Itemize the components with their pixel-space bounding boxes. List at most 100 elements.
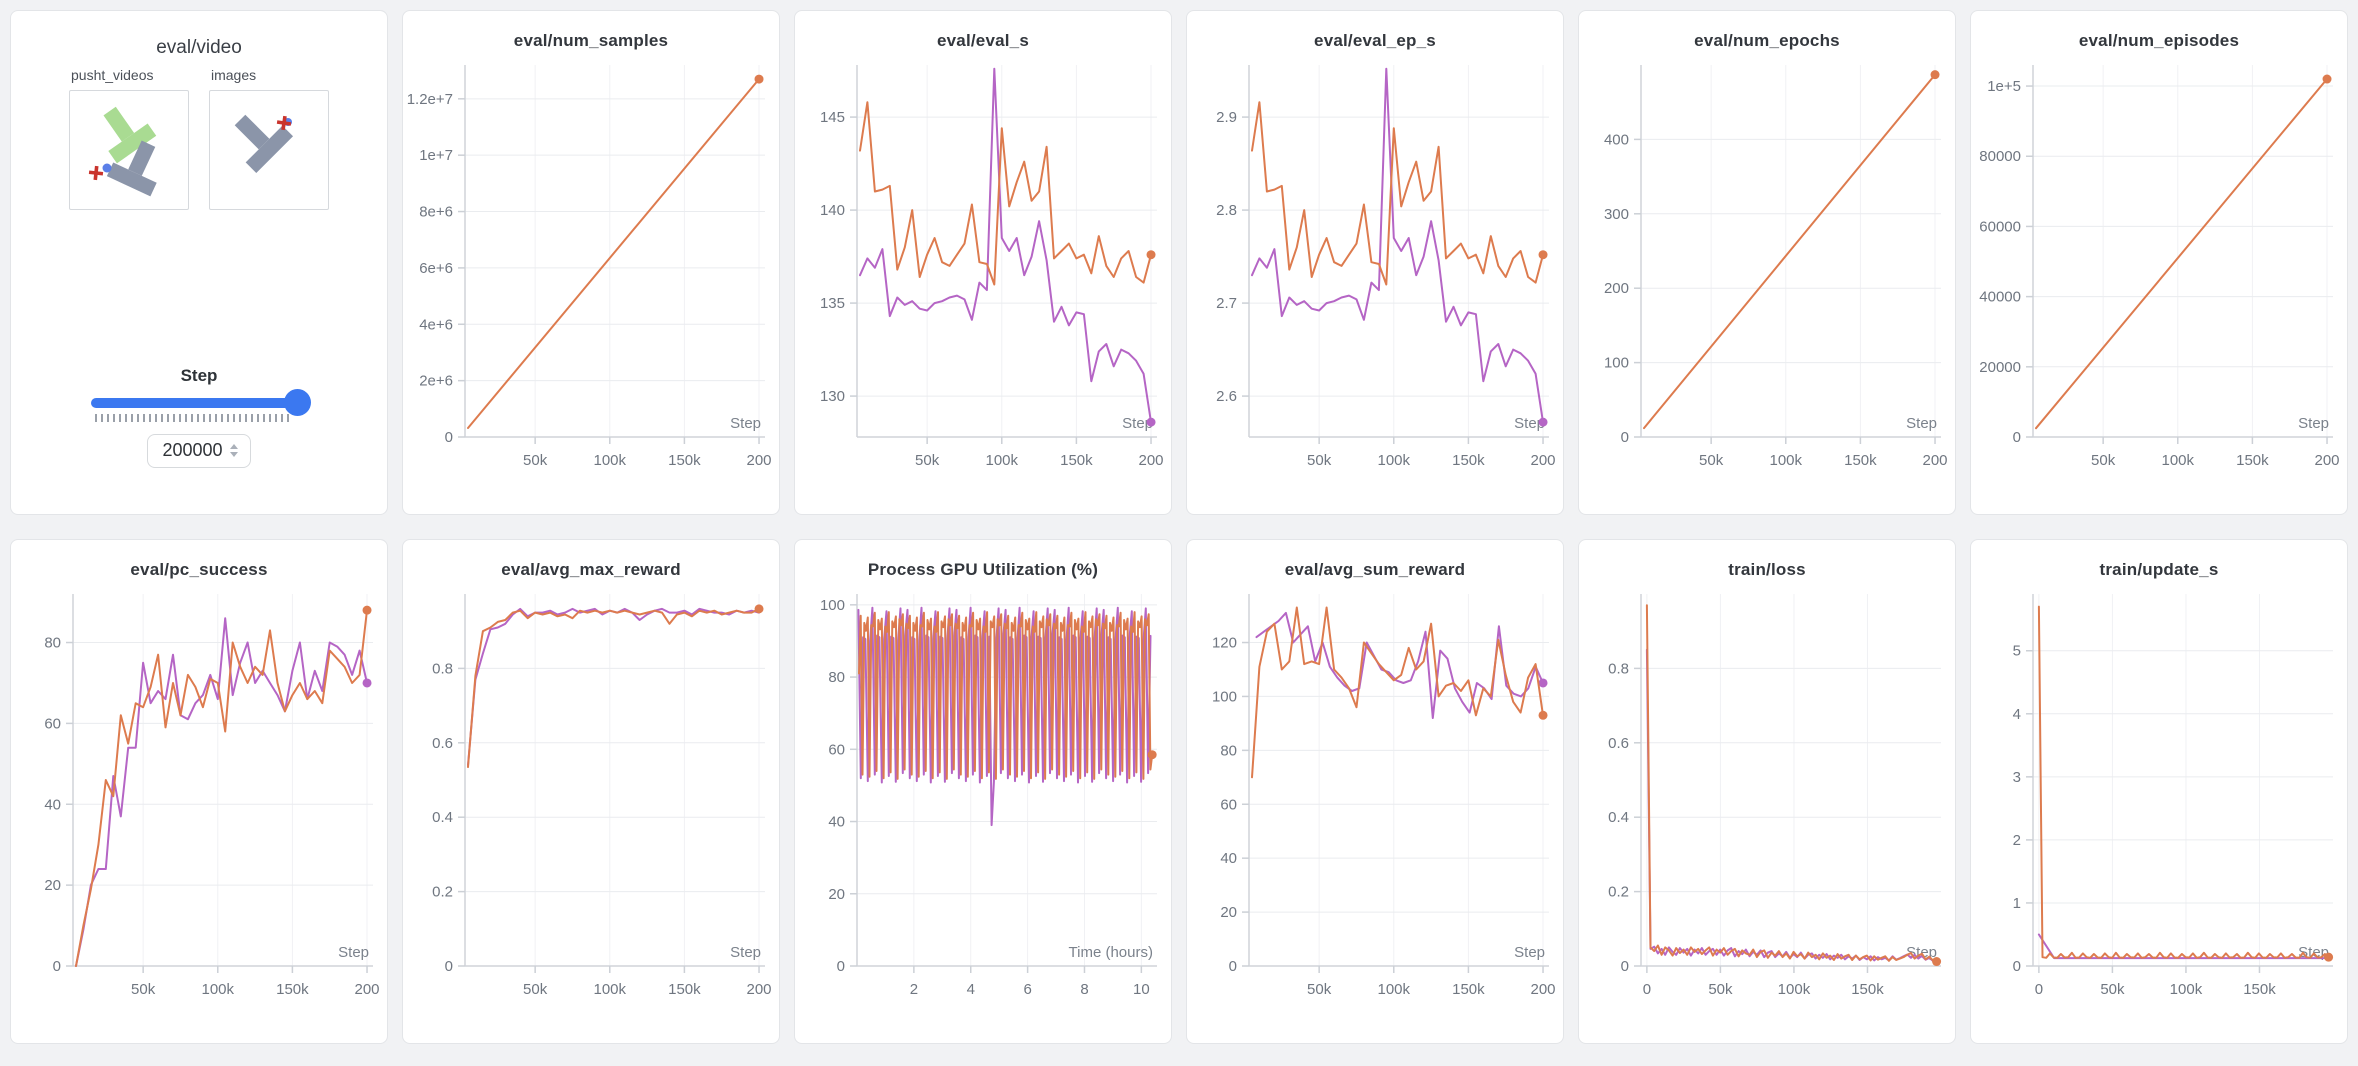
gray-t-shape	[234, 114, 294, 174]
y-tick-label: 3	[2013, 769, 2021, 786]
y-tick-label: 60	[828, 741, 845, 758]
y-tick-label: 0	[445, 958, 453, 975]
step-slider-handle[interactable]	[284, 389, 311, 416]
line-chart[interactable]: 50k 100k 150k 200 0 0.2 0.4 0.6 0.8 Step	[403, 582, 781, 1024]
x-tick-label: 50k	[523, 981, 548, 998]
x-tick-label: 50k	[1307, 452, 1332, 469]
line-chart[interactable]: 50k 100k 150k 200 0 20 40 60 80 100 120 Step	[1187, 582, 1565, 1024]
agent-dot	[102, 163, 112, 173]
x-tick-label: 200	[1531, 452, 1556, 469]
green-t-shape	[103, 106, 157, 164]
x-tick-label: 150k	[276, 981, 309, 998]
y-tick-label: 100	[820, 597, 845, 614]
series-end-dot-orange-run	[1538, 710, 1548, 720]
x-tick-label: 50k	[2091, 452, 2116, 469]
line-chart[interactable]: 50k 100k 150k 200 0 20 40 60 80 Step	[11, 582, 389, 1024]
y-tick-label: 60000	[1979, 218, 2021, 235]
y-tick-label: 80	[828, 669, 845, 686]
y-tick-label: 0	[445, 429, 453, 446]
series-line-orange-run	[1251, 606, 1544, 779]
y-tick-label: 0.8	[432, 660, 453, 677]
y-tick-label: 1e+5	[1987, 78, 2021, 95]
step-number-input[interactable]: 200000	[147, 434, 251, 468]
y-tick-label: 400	[1604, 131, 1629, 148]
x-tick-label: 50k	[2100, 981, 2125, 998]
y-tick-label: 2	[2013, 832, 2021, 849]
chart-panel-eval-avg-sum-reward: eval/avg_sum_reward 50k 100k 150k 200 0 20 40 6…	[1186, 539, 1564, 1044]
panel-title: eval/video	[156, 37, 242, 58]
x-axis-title: Step	[1906, 415, 1937, 432]
series-line-purple-run	[1251, 67, 1544, 424]
y-tick-label: 200	[1604, 280, 1629, 297]
series-line-orange-run	[858, 611, 1154, 780]
line-chart[interactable]: 50k 100k 150k 200 0 20000 40000 60000 80000 1e+5 S…	[1971, 53, 2349, 495]
y-tick-label: 145	[820, 109, 845, 126]
y-tick-label: 60	[1220, 796, 1237, 813]
y-tick-label: 8e+6	[419, 204, 453, 221]
x-tick-label: 2	[910, 981, 918, 998]
stepper-down-icon[interactable]	[229, 452, 238, 457]
step-control: Step 200000	[11, 366, 387, 468]
x-axis-title: Step	[338, 944, 369, 961]
x-axis-title: Step	[1122, 415, 1153, 432]
x-tick-label: 0	[2035, 981, 2043, 998]
x-tick-label: 100k	[594, 981, 627, 998]
y-tick-label: 2.6	[1216, 388, 1237, 405]
line-chart[interactable]: 50k 100k 150k 200 130 135 140 145 Step	[795, 53, 1173, 495]
y-tick-label: 4	[2013, 706, 2021, 723]
line-chart[interactable]: 50k 100k 150k 200 0 2e+6 4e+6 6e+6 8e+6 1e+7 1.2e+…	[403, 53, 781, 495]
chart-title: Process GPU Utilization (%)	[867, 560, 1099, 579]
x-tick-label: 4	[967, 981, 975, 998]
chart-title: eval/num_epochs	[1694, 31, 1840, 50]
stepper	[229, 444, 238, 457]
step-slider-track[interactable]	[91, 389, 311, 416]
chart-title: eval/pc_success	[130, 560, 268, 579]
stepper-up-icon[interactable]	[229, 444, 238, 449]
x-axis-title: Step	[730, 944, 761, 961]
goal-cross-icon	[88, 165, 104, 181]
x-tick-label: 200	[2315, 452, 2340, 469]
chart-title: eval/avg_max_reward	[501, 560, 681, 579]
y-tick-label: 1e+7	[419, 147, 453, 164]
series-line-orange-run	[859, 101, 1152, 286]
x-tick-label: 100k	[986, 452, 1019, 469]
series-end-dot-purple-run	[362, 678, 372, 688]
y-tick-label: 0	[2013, 958, 2021, 975]
y-tick-label: 80	[1220, 742, 1237, 759]
y-tick-label: 20	[828, 886, 845, 903]
x-axis-title: Time (hours)	[1069, 944, 1153, 961]
pusht-video-thumbnail[interactable]	[69, 90, 189, 210]
y-tick-label: 5	[2013, 643, 2021, 660]
y-tick-label: 80000	[1979, 148, 2021, 165]
x-axis-title: Step	[1514, 944, 1545, 961]
x-tick-label: 100k	[1778, 981, 1811, 998]
x-tick-label: 100k	[202, 981, 235, 998]
image-thumbnail[interactable]	[209, 90, 329, 210]
y-tick-label: 1	[2013, 895, 2021, 912]
chart-title: eval/num_episodes	[2078, 31, 2240, 50]
y-tick-label: 2.8	[1216, 202, 1237, 219]
x-tick-label: 200	[747, 452, 772, 469]
series-end-dot-orange-run	[1932, 957, 1942, 967]
y-tick-label: 0	[1229, 958, 1237, 975]
chart-title: train/update_s	[2099, 560, 2219, 579]
chart-title: eval/eval_ep_s	[1314, 31, 1436, 50]
y-tick-label: 2.7	[1216, 295, 1237, 312]
media-label: images	[211, 67, 257, 83]
x-tick-label: 6	[1023, 981, 1031, 998]
line-chart[interactable]: 50k 100k 150k 200 2.6 2.7 2.8 2.9 Step	[1187, 53, 1565, 495]
x-tick-label: 150k	[1452, 981, 1485, 998]
chart-panel-eval-eval-s: eval/eval_s 50k 100k 150k 200 130 135 140 145 St…	[794, 10, 1172, 515]
y-tick-label: 60	[44, 715, 61, 732]
media-column-pusht-videos: pusht_videos	[69, 67, 189, 210]
x-axis-title: Step	[1514, 415, 1545, 432]
y-tick-label: 130	[820, 388, 845, 405]
line-chart[interactable]: 50k 100k 150k 200 0 100 200 300 400 Step	[1579, 53, 1957, 495]
x-tick-label: 200	[1531, 981, 1556, 998]
y-tick-label: 135	[820, 295, 845, 312]
media-column-images: images	[209, 67, 329, 210]
